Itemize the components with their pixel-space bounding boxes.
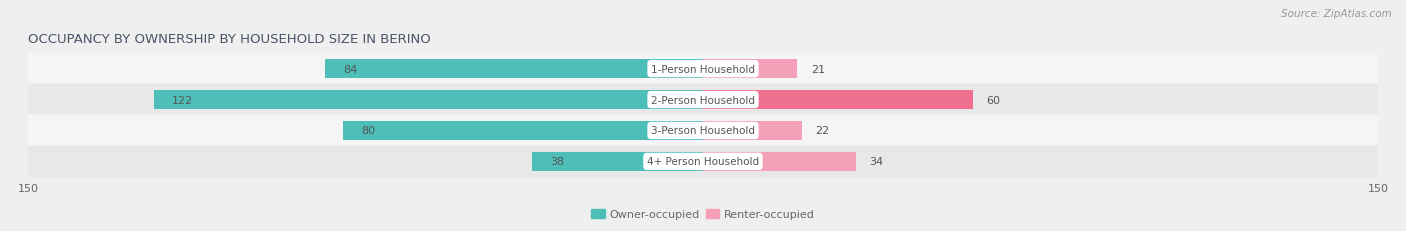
Bar xyxy=(703,121,801,140)
Text: 3-Person Household: 3-Person Household xyxy=(651,126,755,136)
Bar xyxy=(703,91,973,110)
Text: 21: 21 xyxy=(811,64,825,74)
Bar xyxy=(531,152,703,171)
Text: 122: 122 xyxy=(172,95,194,105)
FancyBboxPatch shape xyxy=(28,146,1378,178)
Legend: Owner-occupied, Renter-occupied: Owner-occupied, Renter-occupied xyxy=(586,205,820,224)
Text: Source: ZipAtlas.com: Source: ZipAtlas.com xyxy=(1281,9,1392,19)
Text: 22: 22 xyxy=(815,126,830,136)
FancyBboxPatch shape xyxy=(28,115,1378,147)
Bar xyxy=(703,152,856,171)
Bar xyxy=(343,121,703,140)
Bar xyxy=(325,60,703,79)
Text: 2-Person Household: 2-Person Household xyxy=(651,95,755,105)
Text: 80: 80 xyxy=(361,126,375,136)
FancyBboxPatch shape xyxy=(28,84,1378,116)
Text: 60: 60 xyxy=(987,95,1001,105)
Text: 1-Person Household: 1-Person Household xyxy=(651,64,755,74)
Text: 34: 34 xyxy=(869,157,883,167)
Text: OCCUPANCY BY OWNERSHIP BY HOUSEHOLD SIZE IN BERINO: OCCUPANCY BY OWNERSHIP BY HOUSEHOLD SIZE… xyxy=(28,33,430,46)
Bar xyxy=(703,60,797,79)
Text: 38: 38 xyxy=(550,157,564,167)
Text: 4+ Person Household: 4+ Person Household xyxy=(647,157,759,167)
FancyBboxPatch shape xyxy=(28,53,1378,85)
Bar xyxy=(155,91,703,110)
Text: 84: 84 xyxy=(343,64,357,74)
